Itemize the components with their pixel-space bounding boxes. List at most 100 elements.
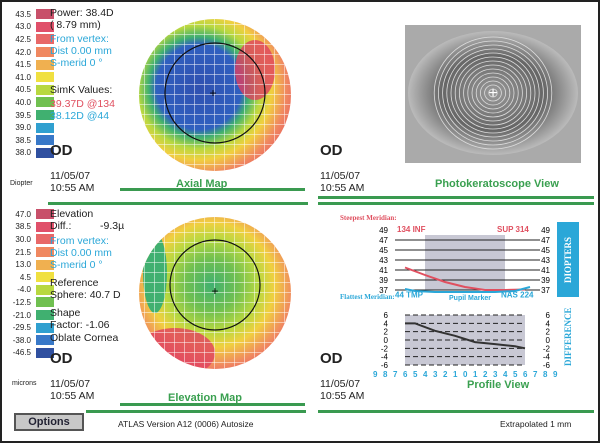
svg-text:+: + — [488, 85, 497, 102]
x-tick: 1 — [453, 370, 458, 379]
scale-label: 41.0 — [15, 72, 31, 82]
time: 10:55 AM — [50, 390, 95, 402]
scale-label: -46.5 — [12, 348, 31, 358]
scale-swatch — [36, 335, 54, 346]
scale-swatch — [36, 34, 54, 45]
y-tick-left: -6 — [381, 361, 389, 370]
scale-label: 42.5 — [15, 34, 31, 44]
from-vertex-label: From vertex: — [50, 235, 109, 247]
pupil-marker-label: Pupil Marker — [449, 295, 491, 302]
scale-swatch — [36, 147, 54, 158]
time: 10:55 AM — [50, 182, 95, 194]
scale-label: -38.0 — [12, 335, 31, 345]
date: 11/05/07 — [320, 378, 361, 390]
eye-label: OD — [320, 350, 343, 367]
y-tick-left: 39 — [379, 276, 388, 285]
scale-row: 38.0 — [4, 147, 54, 160]
scale-label: -12.5 — [12, 297, 31, 307]
diff-value: -9.3µ — [100, 220, 125, 232]
options-button[interactable]: Options — [14, 413, 84, 431]
scale-label: -21.0 — [12, 310, 31, 320]
profile-view-title: Profile View — [467, 379, 530, 391]
scale-swatch — [36, 234, 54, 245]
scale-swatch — [36, 47, 54, 58]
y-tick-right: -6 — [543, 361, 551, 370]
extrapolated-label: Extrapolated 1 mm — [500, 419, 572, 429]
mire-ring — [471, 72, 515, 114]
elevation-label: Elevation — [50, 208, 94, 220]
scale-swatch — [36, 97, 54, 108]
y-tick-left: -2 — [381, 344, 389, 353]
tmp-label: 44 TMP — [395, 291, 424, 300]
scale-swatch — [36, 135, 54, 146]
diff-label: Diff.: — [50, 220, 72, 232]
mire-ring — [438, 40, 548, 146]
scale-swatch — [36, 72, 54, 83]
inf-label: 134 INF — [397, 225, 426, 234]
mire-ring — [446, 48, 540, 138]
scale-label: 39.0 — [15, 123, 31, 133]
eye-label: OD — [50, 350, 73, 367]
y-tick-right: 39 — [541, 276, 550, 285]
y-tick-left: 41 — [379, 266, 388, 275]
photokeratoscope-title: Photokeratoscope View — [435, 178, 559, 190]
scale-swatch — [36, 247, 54, 258]
flattest-curve — [404, 286, 531, 293]
photokeratoscope-image[interactable]: + — [405, 25, 581, 163]
scale-swatch — [36, 221, 54, 232]
scale-row: -4.0 — [4, 284, 54, 297]
y-tick-left: 0 — [384, 336, 389, 345]
scale-label: 41.5 — [15, 60, 31, 70]
simk-title: SimK Values: — [50, 84, 113, 96]
y-tick-left: 37 — [379, 286, 388, 295]
svg-text:+: + — [209, 86, 216, 100]
difference-tab[interactable]: DIFFERENCE — [563, 307, 573, 367]
radius-readout: ( 8.79 mm) — [50, 19, 101, 31]
scale-row: 43.0 — [4, 21, 54, 34]
x-tick: 9 — [553, 370, 558, 379]
time: 10:55 AM — [320, 390, 365, 402]
date: 11/05/07 — [50, 170, 91, 182]
scale-row: 39.5 — [4, 109, 54, 122]
scale-label: 42.0 — [15, 47, 31, 57]
scale-label: 39.5 — [15, 110, 31, 120]
scale-row: 47.0 — [4, 208, 54, 221]
mire-ring — [459, 60, 527, 126]
scale-row: -12.5 — [4, 296, 54, 309]
x-tick: 0 — [463, 370, 468, 379]
mire-ring — [488, 88, 498, 98]
scale-row: 42.0 — [4, 46, 54, 59]
scale-unit: Diopter — [10, 180, 33, 187]
difference-curve — [405, 322, 526, 350]
scale-swatch — [36, 110, 54, 121]
nas-label: NAS 224 — [501, 291, 534, 300]
scale-row: 42.5 — [4, 33, 54, 46]
scale-label: -29.5 — [12, 323, 31, 333]
scale-swatch — [36, 259, 54, 270]
y-tick-right: 2 — [546, 328, 551, 337]
scale-label: -4.0 — [17, 285, 31, 295]
simk-flat: 38.12D @44 — [50, 110, 110, 122]
scale-row: -21.0 — [4, 309, 54, 322]
x-tick: 7 — [533, 370, 538, 379]
x-tick: 3 — [433, 370, 438, 379]
x-tick: 5 — [413, 370, 418, 379]
scale-row: 39.0 — [4, 121, 54, 134]
y-tick-left: 49 — [379, 226, 388, 235]
axial-map[interactable]: + — [135, 15, 295, 175]
y-tick-right: 6 — [546, 311, 551, 320]
eye-label: OD — [320, 142, 343, 159]
y-tick-left: 47 — [379, 236, 388, 245]
elevation-map[interactable]: + — [135, 213, 295, 373]
mire-ring — [484, 84, 502, 102]
scale-row: 30.0 — [4, 233, 54, 246]
scale-label: 40.0 — [15, 97, 31, 107]
x-tick: 6 — [523, 370, 528, 379]
scale-label: 38.0 — [15, 148, 31, 158]
scale-swatch — [36, 59, 54, 70]
mire-ring — [433, 36, 553, 150]
diopters-tab[interactable]: DIOPTERS — [557, 222, 579, 297]
scale-row: 40.0 — [4, 96, 54, 109]
scale-label: 4.5 — [19, 272, 31, 282]
x-tick: 1 — [473, 370, 478, 379]
